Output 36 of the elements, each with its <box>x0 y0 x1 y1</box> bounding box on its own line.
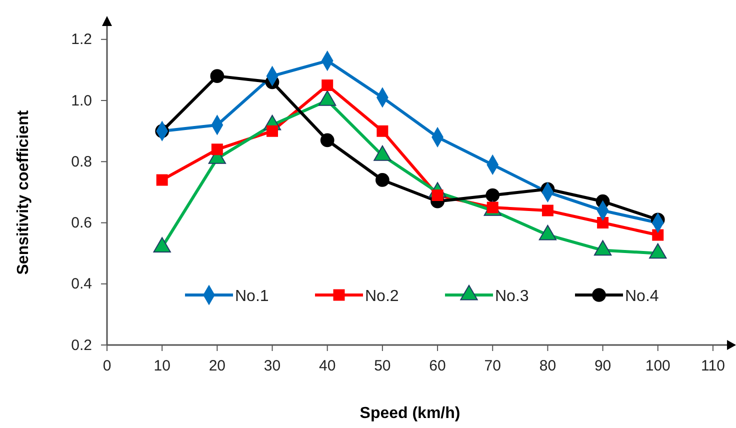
y-tick-label: 0.8 <box>71 153 92 170</box>
point <box>376 125 388 137</box>
x-tick-label: 30 <box>264 358 281 374</box>
point <box>320 133 334 148</box>
x-tick-label: 80 <box>539 358 556 374</box>
y-tick-label: 0.2 <box>71 336 92 354</box>
point <box>486 188 500 202</box>
point <box>211 144 223 156</box>
legend-label: No.3 <box>495 288 529 305</box>
x-tick-label: 100 <box>645 358 670 374</box>
point <box>322 79 334 91</box>
x-tick-label: 40 <box>319 358 336 374</box>
legend-label: No.1 <box>235 288 269 305</box>
point <box>376 173 390 187</box>
x-axis-title: Speed (km/h) <box>360 405 460 422</box>
y-tick-label: 0.4 <box>71 276 92 293</box>
y-tick-label: 1.0 <box>71 92 92 110</box>
y-axis-title: Sensitivity coefficient <box>15 110 32 275</box>
point <box>210 69 224 83</box>
x-tick-label: 20 <box>208 358 226 374</box>
x-tick-label: 70 <box>484 358 501 374</box>
x-tick-label: 10 <box>154 358 170 374</box>
x-tick-label: 50 <box>374 358 391 374</box>
point <box>266 125 278 137</box>
point <box>597 217 609 228</box>
legend-label: No.4 <box>625 288 659 305</box>
x-tick-label: 0 <box>102 358 112 374</box>
x-tick-label: 110 <box>701 358 725 374</box>
y-tick-label: 1.2 <box>71 31 92 48</box>
point <box>652 229 664 241</box>
legend-label: No.2 <box>365 288 399 305</box>
point <box>542 204 554 216</box>
x-tick-label: 60 <box>429 358 446 374</box>
point <box>156 174 168 186</box>
y-tick-label: 0.6 <box>71 214 92 232</box>
x-tick-label: 90 <box>594 358 612 374</box>
